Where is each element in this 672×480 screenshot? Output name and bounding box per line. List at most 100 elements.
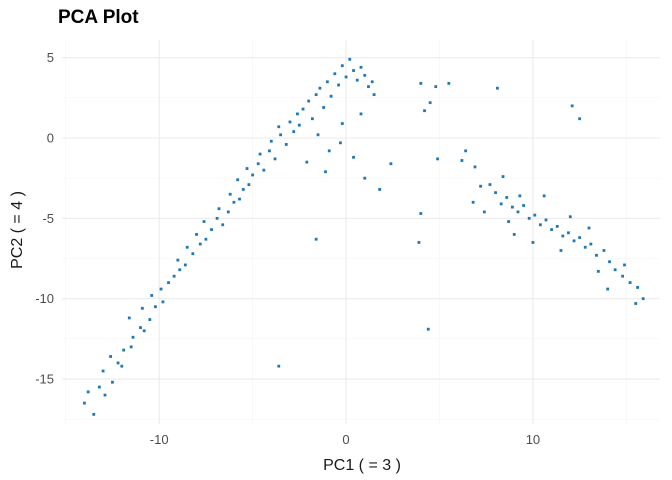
data-point — [613, 268, 617, 272]
data-point — [389, 162, 393, 166]
data-point — [185, 245, 189, 249]
data-point — [419, 212, 423, 215]
data-point — [372, 93, 376, 97]
data-point — [348, 57, 352, 61]
data-point — [359, 65, 363, 69]
data-point — [195, 233, 198, 236]
data-point — [512, 233, 516, 236]
data-point — [634, 302, 638, 305]
data-point — [460, 159, 464, 162]
data-point — [568, 215, 572, 219]
data-point — [178, 268, 182, 272]
data-point — [473, 165, 477, 169]
data-point — [417, 241, 421, 244]
data-point — [578, 117, 582, 121]
data-point — [221, 223, 225, 227]
data-point — [628, 281, 632, 285]
chart-title: PCA Plot — [58, 7, 139, 28]
data-point — [139, 326, 142, 329]
data-point — [344, 75, 348, 79]
data-point — [127, 316, 131, 320]
data-point — [226, 210, 230, 214]
data-point — [202, 220, 206, 223]
data-point — [550, 228, 554, 231]
data-point — [325, 80, 329, 84]
data-point — [522, 204, 525, 207]
data-point — [363, 176, 367, 180]
data-point — [256, 162, 260, 166]
data-point — [505, 196, 509, 199]
data-point — [116, 361, 120, 365]
data-point — [621, 274, 625, 278]
data-point — [204, 237, 208, 241]
data-point — [623, 263, 626, 267]
data-point — [423, 109, 426, 113]
data-point — [198, 242, 202, 246]
data-point — [434, 85, 438, 88]
data-point — [318, 86, 322, 90]
y-tick-labels: -15 -10 -5 0 5 — [35, 50, 54, 386]
data-point — [268, 149, 271, 153]
y-tick-label: -15 — [35, 372, 54, 387]
data-point — [183, 263, 187, 267]
data-point — [329, 94, 333, 98]
data-point — [464, 149, 468, 153]
data-point — [247, 183, 251, 187]
data-point — [587, 226, 591, 230]
data-point — [337, 83, 340, 87]
data-point — [297, 123, 301, 127]
data-point — [570, 104, 574, 108]
data-point — [567, 231, 570, 235]
data-point — [191, 252, 195, 256]
data-point — [236, 178, 240, 182]
data-point — [583, 245, 587, 249]
data-point — [516, 210, 520, 214]
data-point — [596, 269, 600, 273]
data-point — [426, 327, 430, 331]
data-point — [544, 218, 548, 222]
data-point — [176, 258, 180, 262]
data-point — [279, 133, 283, 137]
data-point — [217, 207, 221, 211]
data-point — [589, 242, 593, 246]
data-point — [238, 197, 241, 201]
data-point — [359, 112, 363, 116]
data-point — [83, 401, 86, 405]
data-point — [129, 345, 133, 349]
x-tick-labels: -10 0 10 — [150, 432, 540, 447]
data-point — [215, 216, 219, 220]
x-tick-label: 0 — [342, 432, 349, 447]
data-point — [531, 241, 535, 244]
data-point — [154, 305, 157, 309]
data-point — [307, 99, 311, 103]
data-point — [269, 139, 273, 143]
data-point — [352, 69, 355, 72]
data-point — [148, 318, 152, 321]
data-point — [527, 216, 531, 220]
data-point — [355, 78, 359, 82]
data-point — [578, 236, 582, 240]
data-point — [120, 364, 124, 368]
x-tick-label: -10 — [150, 432, 169, 447]
data-point — [507, 220, 511, 223]
data-point — [241, 188, 245, 191]
data-point — [447, 81, 451, 85]
data-point — [555, 224, 559, 228]
data-point — [314, 93, 318, 97]
data-point — [301, 107, 305, 111]
data-point — [92, 412, 96, 416]
data-point — [539, 223, 542, 227]
data-point — [284, 143, 288, 146]
data-point — [496, 86, 499, 90]
data-point — [479, 184, 482, 188]
data-point — [142, 329, 146, 333]
data-point — [559, 249, 563, 252]
data-point — [210, 228, 213, 231]
data-point — [510, 205, 514, 209]
data-point — [327, 149, 331, 153]
data-point — [471, 200, 475, 204]
y-axis-title: PC2 ( = 4 ) — [9, 191, 26, 269]
data-point — [363, 73, 367, 77]
y-tick-label: 0 — [47, 131, 54, 146]
data-point — [232, 200, 236, 204]
